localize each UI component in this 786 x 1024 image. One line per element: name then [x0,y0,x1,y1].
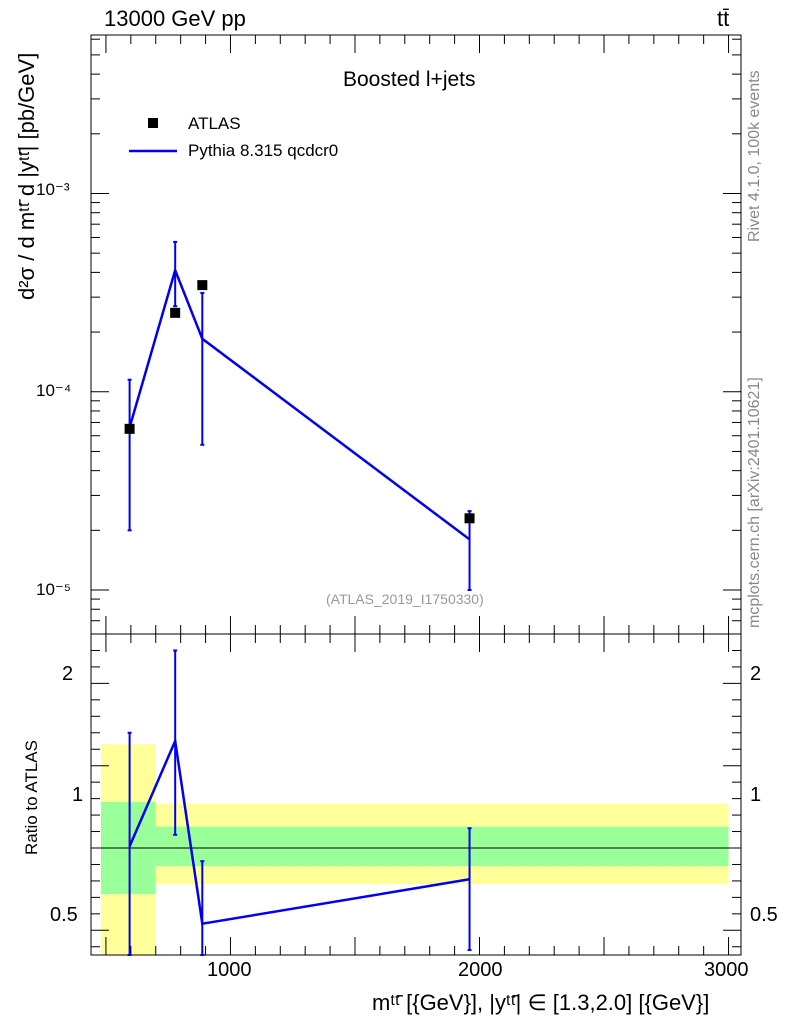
x-axis-label: mᵗᵗ̄ [{GeV}], |yᵗᵗ̄| ∈ [1.3,2.0] [{GeV}] [372,990,710,1015]
ratio-ytick-1-left: 1 [72,784,84,806]
ratio-ytick-0.5-left: 0.5 [50,904,78,926]
atlas-data-point [124,423,135,434]
mcplots-source-label: mcplots.cern.ch [arXiv:2401.10621] [746,377,763,628]
ratio-ytick-0.5-right: 0.5 [750,904,778,926]
ratio-pythia-line [128,736,470,926]
ratio-plot-frame [90,633,742,956]
ratio-ytick-2-right: 2 [750,663,762,685]
ytick-label-1e-3: 10⁻³ [36,180,70,199]
legend [129,118,177,153]
axis-ticks [91,35,741,955]
ytick-label-1e-5: 10⁻⁵ [36,580,71,599]
atlas-data-point [170,307,181,318]
atlas-data-point [464,513,475,524]
header-process: tt̄ [717,6,730,31]
ratio-bands [100,744,729,955]
pythia-line [128,266,471,541]
chart-title: Boosted l+jets [343,68,476,91]
series-layer [124,240,475,956]
y-axis-label-main: d²σ / d mᵗᵗ̄ d |yᵗᵗ̄| [pb/GeV] [14,52,39,300]
analysis-watermark: (ATLAS_2019_I1750330) [326,591,484,607]
legend-label-pythia: Pythia 8.315 qcdcr0 [188,141,339,160]
ytick-label-1e-4: 10⁻⁴ [36,381,72,400]
header-energy: 13000 GeV pp [104,6,246,31]
ratio-ytick-2-left: 2 [62,663,74,685]
xtick-label-1000: 1000 [207,959,252,981]
xtick-label-3000: 3000 [704,959,749,981]
legend-label-atlas: ATLAS [188,114,241,133]
rivet-version-label: Rivet 4.1.0, 100k events [746,70,763,242]
ratio-band-inner-1 [155,826,729,867]
legend-marker-atlas [148,118,158,128]
ratio-ytick-1-right: 1 [750,784,762,806]
atlas-data-point [197,280,208,291]
y-axis-label-ratio: Ratio to ATLAS [22,740,41,855]
xtick-label-2000: 2000 [458,959,503,981]
plot-frames [90,34,742,956]
